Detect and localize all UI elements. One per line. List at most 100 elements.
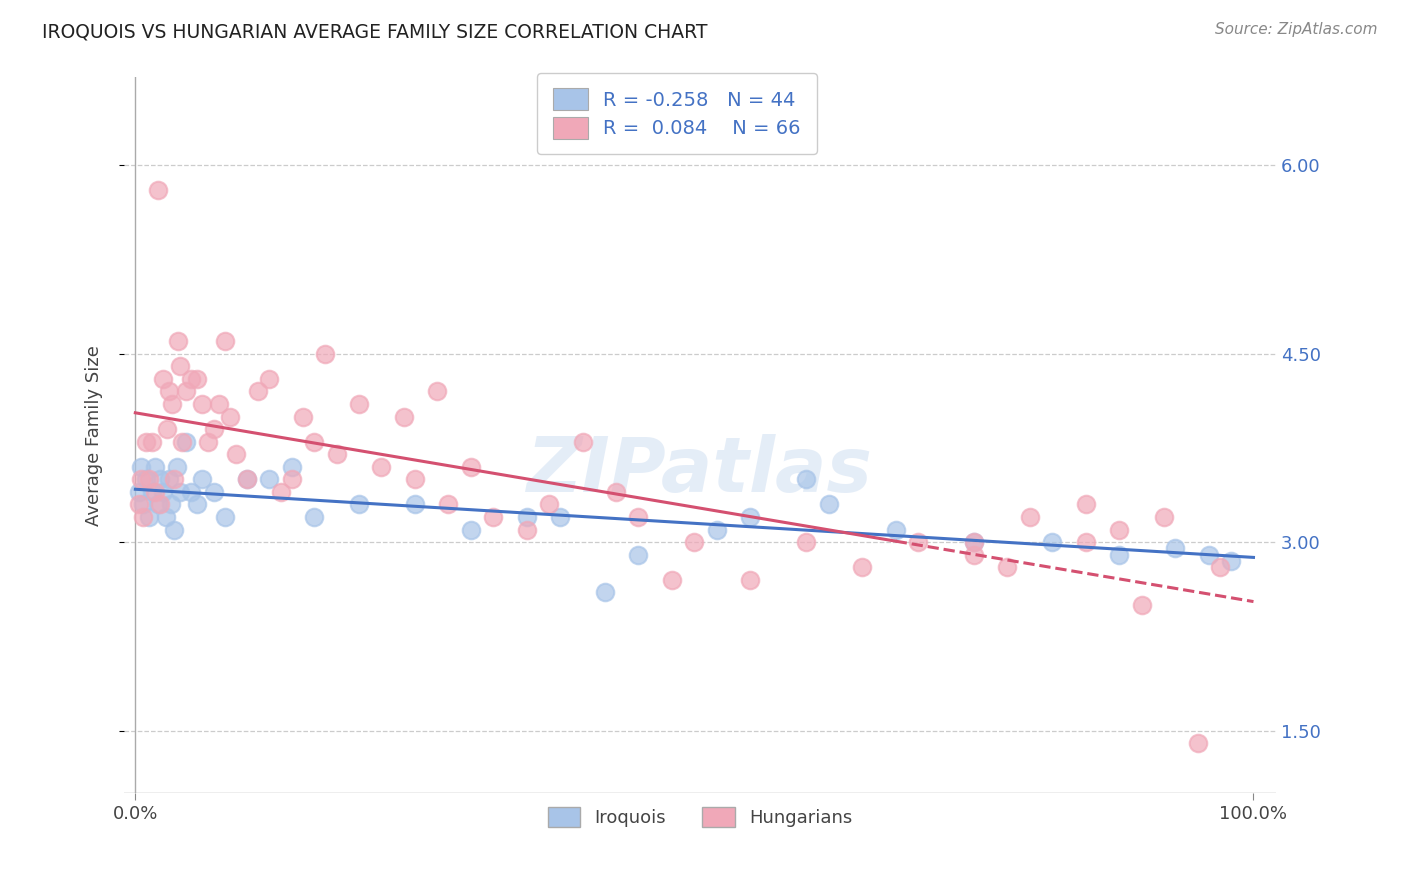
Point: [426, 384, 449, 399]
Point: [997, 560, 1019, 574]
Point: [191, 472, 214, 486]
Point: [146, 184, 169, 198]
Point: [180, 484, 202, 499]
Point: [141, 484, 163, 499]
Point: [907, 535, 929, 549]
Point: [152, 484, 174, 499]
Point: [963, 535, 986, 549]
Point: [347, 397, 370, 411]
Point: [548, 510, 571, 524]
Point: [1209, 560, 1232, 574]
Point: [128, 498, 150, 512]
Point: [157, 384, 180, 399]
Point: [437, 498, 460, 512]
Point: [516, 523, 538, 537]
Point: [884, 523, 907, 537]
Point: [1074, 498, 1097, 512]
Point: [146, 498, 169, 512]
Legend: Iroquois, Hungarians: Iroquois, Hungarians: [540, 800, 859, 834]
Point: [683, 535, 706, 549]
Point: [302, 510, 325, 524]
Y-axis label: Average Family Size: Average Family Size: [86, 345, 103, 525]
Point: [794, 535, 817, 549]
Text: IROQUOIS VS HUNGARIAN AVERAGE FAMILY SIZE CORRELATION CHART: IROQUOIS VS HUNGARIAN AVERAGE FAMILY SIZ…: [42, 22, 707, 41]
Point: [160, 498, 183, 512]
Point: [129, 472, 152, 486]
Point: [197, 434, 219, 449]
Point: [156, 422, 179, 436]
Point: [129, 459, 152, 474]
Point: [259, 472, 281, 486]
Point: [460, 459, 482, 474]
Point: [132, 510, 155, 524]
Point: [202, 422, 225, 436]
Point: [1108, 548, 1130, 562]
Point: [1018, 510, 1040, 524]
Point: [516, 510, 538, 524]
Point: [157, 472, 180, 486]
Point: [169, 484, 191, 499]
Point: [172, 434, 194, 449]
Point: [208, 397, 231, 411]
Point: [128, 484, 150, 499]
Point: [138, 510, 160, 524]
Point: [174, 384, 197, 399]
Point: [281, 459, 304, 474]
Point: [145, 484, 167, 499]
Point: [347, 498, 370, 512]
Point: [314, 347, 336, 361]
Point: [460, 523, 482, 537]
Text: ZIPatlas: ZIPatlas: [527, 434, 873, 508]
Point: [1108, 523, 1130, 537]
Point: [247, 384, 270, 399]
Point: [202, 484, 225, 499]
Point: [225, 447, 247, 461]
Point: [325, 447, 347, 461]
Point: [236, 472, 259, 486]
Point: [270, 484, 292, 499]
Point: [292, 409, 315, 424]
Point: [593, 585, 616, 599]
Point: [132, 498, 155, 512]
Point: [155, 510, 177, 524]
Point: [186, 372, 208, 386]
Point: [191, 397, 214, 411]
Point: [482, 510, 505, 524]
Point: [166, 334, 188, 349]
Point: [186, 498, 208, 512]
Point: [370, 459, 392, 474]
Point: [1164, 541, 1187, 556]
Point: [404, 498, 426, 512]
Point: [138, 472, 160, 486]
Point: [135, 434, 157, 449]
Point: [302, 434, 325, 449]
Point: [794, 472, 817, 486]
Point: [166, 459, 188, 474]
Point: [851, 560, 873, 574]
Point: [163, 472, 186, 486]
Point: [219, 409, 242, 424]
Point: [1153, 510, 1175, 524]
Point: [135, 472, 157, 486]
Point: [963, 548, 986, 562]
Point: [1074, 535, 1097, 549]
Point: [537, 498, 560, 512]
Point: [152, 372, 174, 386]
Point: [259, 372, 281, 386]
Point: [661, 573, 683, 587]
Point: [149, 498, 172, 512]
Text: Source: ZipAtlas.com: Source: ZipAtlas.com: [1215, 22, 1378, 37]
Point: [571, 434, 593, 449]
Point: [392, 409, 415, 424]
Point: [1040, 535, 1063, 549]
Point: [174, 434, 197, 449]
Point: [236, 472, 259, 486]
Point: [963, 535, 986, 549]
Point: [1220, 554, 1243, 568]
Point: [149, 472, 172, 486]
Point: [141, 434, 163, 449]
Point: [160, 397, 183, 411]
Point: [740, 510, 762, 524]
Point: [817, 498, 839, 512]
Point: [214, 334, 236, 349]
